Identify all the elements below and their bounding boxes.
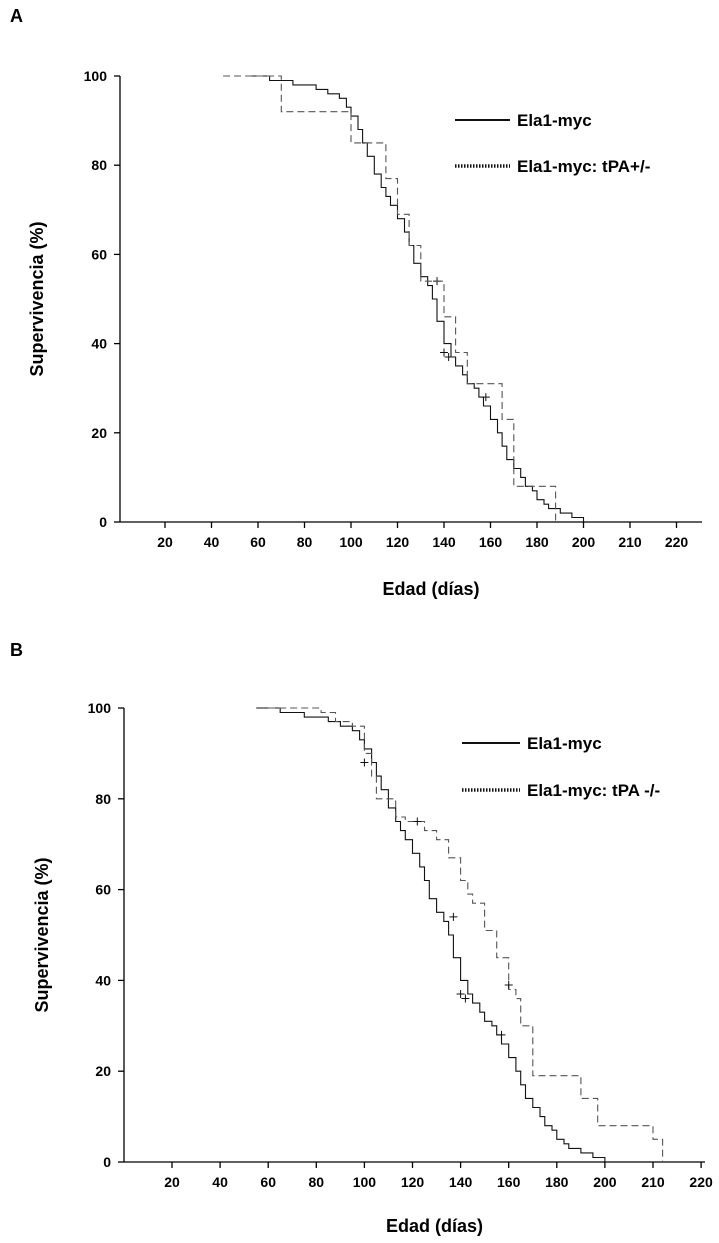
x-tick-label: 40 (212, 1174, 228, 1190)
y-tick-label: 80 (95, 791, 111, 807)
y-tick-label: 20 (95, 1063, 111, 1079)
y-tick-label: 60 (91, 246, 107, 262)
y-tick-label: 40 (95, 972, 111, 988)
x-tick-label: 210 (641, 1174, 665, 1190)
y-tick-label: 100 (84, 68, 108, 84)
censor-mark (481, 393, 490, 402)
x-tick-label: 180 (525, 534, 549, 550)
y-tick-label: 40 (91, 336, 107, 352)
censor-mark (360, 758, 369, 767)
censor-mark (456, 990, 465, 999)
x-tick-label: 200 (593, 1174, 617, 1190)
x-tick-label: 160 (497, 1174, 521, 1190)
x-tick-label: 60 (250, 534, 266, 550)
x-tick-label: 160 (479, 534, 503, 550)
y-tick-label: 0 (103, 1154, 111, 1170)
x-tick-label: 140 (449, 1174, 473, 1190)
x-tick-label: 140 (432, 534, 456, 550)
censor-mark (413, 817, 422, 826)
y-tick-label: 20 (91, 425, 107, 441)
legend-label: Ela1-myc: tPA+/- (517, 157, 650, 176)
legend-label: Ela1-myc (517, 111, 592, 130)
y-tick-label: 0 (99, 514, 107, 530)
panel-label: B (10, 640, 23, 660)
x-tick-label: 220 (665, 534, 689, 550)
legend-label: Ela1-myc: tPA -/- (527, 781, 660, 800)
chart-panel-a: A 0 20 40 60 80 100 20 40 60 80 100 120 140 160 180 200 2… (10, 6, 702, 599)
chart-panel-b: B 0 20 40 60 80 100 20 40 60 80 100 120 140 160 180 200 2… (10, 640, 713, 1236)
y-axis-title: Supervivencia (%) (27, 221, 47, 376)
x-tick-label: 20 (164, 1174, 180, 1190)
x-axis-title: Edad (días) (382, 579, 479, 599)
x-tick-label: 220 (689, 1174, 713, 1190)
y-tick-label: 60 (95, 882, 111, 898)
x-tick-label: 120 (401, 1174, 425, 1190)
x-tick-label: 20 (157, 534, 173, 550)
series-line-2 (223, 75, 557, 522)
x-tick-label: 180 (545, 1174, 569, 1190)
series-line-1 (256, 707, 606, 1162)
censor-mark (440, 348, 448, 357)
series-line-2 (268, 707, 664, 1162)
x-tick-label: 100 (353, 1174, 377, 1190)
x-tick-label: 200 (572, 534, 596, 550)
censor-mark (497, 1030, 506, 1039)
x-tick-label: 120 (386, 534, 410, 550)
censor-mark (461, 994, 470, 1003)
censor-mark (444, 352, 453, 361)
x-tick-label: 100 (339, 534, 363, 550)
x-axis-title: Edad (días) (386, 1216, 483, 1236)
legend-label: Ela1-myc (527, 734, 602, 753)
y-tick-label: 80 (91, 157, 107, 173)
censor-mark (449, 912, 458, 921)
y-axis-title: Supervivencia (%) (32, 857, 52, 1012)
y-tick-label: 100 (88, 700, 112, 716)
legend: Ela1-myc Ela1-myc: tPA+/- (455, 111, 650, 176)
legend: Ela1-myc Ela1-myc: tPA -/- (462, 734, 660, 800)
x-tick-label: 60 (260, 1174, 276, 1190)
x-tick-label: 80 (309, 1174, 325, 1190)
x-tick-label: 40 (204, 534, 220, 550)
panel-label: A (10, 6, 23, 26)
x-tick-label: 80 (297, 534, 313, 550)
censor-mark (504, 980, 513, 989)
series-line-1 (251, 75, 585, 522)
x-tick-label: 210 (618, 534, 642, 550)
